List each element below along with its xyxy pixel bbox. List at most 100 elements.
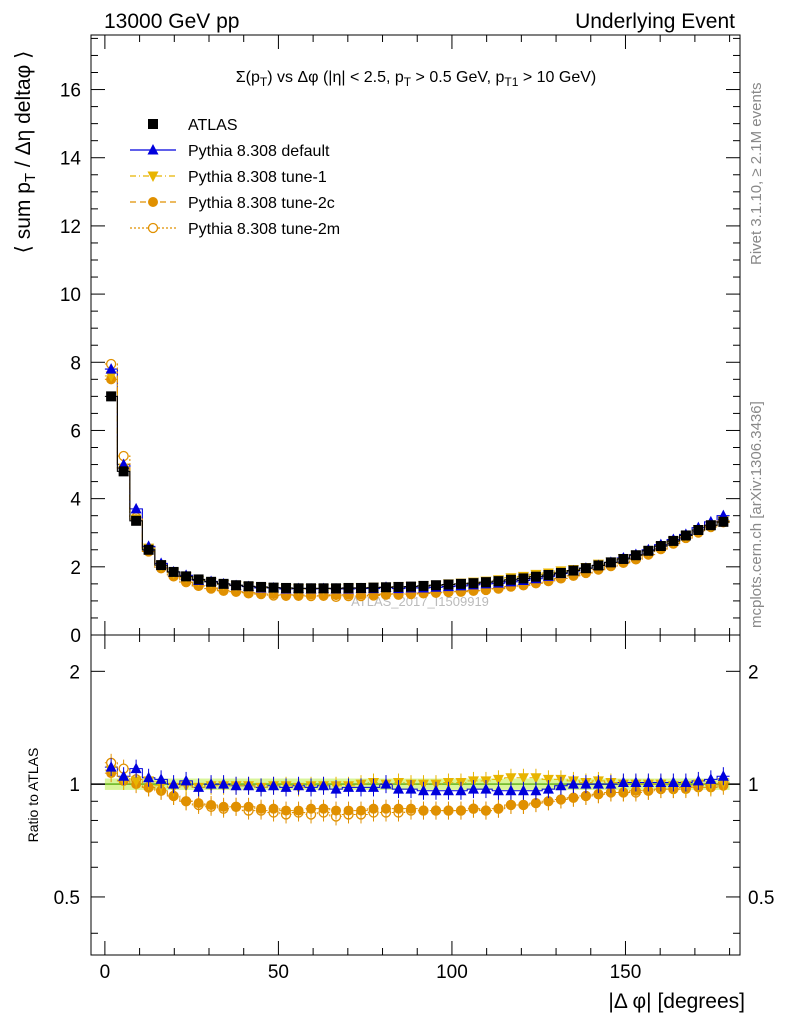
ratio-point <box>555 794 566 805</box>
ratio-point <box>580 790 591 801</box>
ratio-point <box>218 778 230 789</box>
y-tick-label: 0 <box>70 626 81 647</box>
ratio-point <box>442 784 454 796</box>
ratio-point <box>255 781 267 792</box>
ratio-y-tick-label: 1 <box>69 775 80 796</box>
y-tick-label: 14 <box>60 149 82 170</box>
data-point <box>318 583 329 594</box>
data-point <box>356 582 367 593</box>
ratio-point <box>118 770 130 781</box>
ratio-point <box>355 781 367 792</box>
ratio-point <box>542 783 554 794</box>
main-data-series <box>104 358 730 602</box>
data-point <box>693 525 704 535</box>
header-right: Underlying Event <box>575 10 735 33</box>
legend-marker <box>147 171 159 182</box>
data-point <box>418 580 429 591</box>
data-point <box>293 583 304 594</box>
ratio-point <box>318 779 330 791</box>
data-point <box>105 363 117 374</box>
x-tick-label: 150 <box>610 962 642 983</box>
data-point <box>555 567 566 578</box>
ratio-point <box>230 779 242 791</box>
ratio-point <box>655 776 667 788</box>
ratio-point <box>181 796 192 807</box>
data-point <box>130 502 142 514</box>
data-point <box>493 576 504 587</box>
ratio-point <box>530 773 542 784</box>
ratio-point <box>105 761 117 772</box>
data-point <box>630 550 641 561</box>
ratio-point <box>381 803 391 814</box>
ratio-point <box>243 779 255 791</box>
data-point <box>106 391 117 402</box>
ratio-point <box>480 783 492 794</box>
data-point <box>705 520 716 531</box>
ratio-point <box>155 773 167 784</box>
ratio-point <box>331 805 342 816</box>
mcplots-label: mcplots.cern.ch [arXiv:1306.3436] <box>748 401 765 628</box>
ratio-point <box>318 803 329 814</box>
ratio-point <box>455 784 467 796</box>
data-point <box>268 582 279 593</box>
x-tick-label: 50 <box>268 962 289 983</box>
ratio-point <box>617 776 629 788</box>
ratio-y-tick-label: 2 <box>748 662 759 683</box>
data-point <box>605 557 616 568</box>
ratio-point <box>343 805 354 816</box>
data-point <box>143 544 154 555</box>
data-point <box>718 516 729 527</box>
data-point <box>643 545 654 556</box>
ratio-point <box>143 771 155 783</box>
x-axis-label: |Δ φ| [degrees] <box>608 990 745 1013</box>
ratio-point <box>293 805 304 816</box>
data-point <box>306 583 317 594</box>
data-point <box>368 582 379 593</box>
ratio-point <box>281 805 292 816</box>
data-point <box>118 466 129 477</box>
ratio-point <box>630 776 642 788</box>
ratio-point <box>368 803 379 814</box>
ratio-point <box>417 784 429 796</box>
data-point <box>505 574 516 585</box>
y-tick-label: 2 <box>70 558 81 579</box>
ratio-point <box>393 803 404 814</box>
ratio-point <box>468 803 479 814</box>
ratio-point <box>517 773 529 784</box>
ratio-y-tick-label: 1 <box>748 775 759 796</box>
ratio-point <box>280 781 292 792</box>
main-y-axis-label: ⟨ sum pT / Δη deltaφ ⟩ <box>12 51 39 254</box>
y-tick-label: 16 <box>60 81 81 102</box>
ratio-point <box>268 803 279 814</box>
data-point <box>381 582 391 593</box>
ratio-point <box>268 779 280 791</box>
ratio-y-axis-label: Ratio to ATLAS <box>25 748 41 843</box>
ratio-point <box>505 799 516 810</box>
ratio-axis-ticks: 0.5 0.5 1 1 2 2 0 50 100 150 <box>54 635 774 983</box>
ratio-point <box>243 801 254 812</box>
ratio-point <box>356 805 367 816</box>
header-left: 13000 GeV pp <box>104 10 239 33</box>
ratio-point <box>505 784 517 796</box>
data-point <box>580 563 591 574</box>
ratio-point <box>430 805 441 816</box>
ratio-point <box>218 801 229 812</box>
ratio-point <box>592 778 604 789</box>
data-point <box>193 574 204 585</box>
x-tick-label: 100 <box>436 962 468 983</box>
legend-marker <box>147 144 159 155</box>
ratio-point <box>492 784 504 796</box>
ratio-frame <box>90 634 741 956</box>
ratio-point <box>543 796 554 807</box>
y-axis-title: ⟨ sum pT / Δη deltaφ ⟩ <box>12 51 39 254</box>
legend-marker <box>148 119 158 129</box>
ratio-point <box>392 783 404 794</box>
ratio-point <box>256 803 267 814</box>
series-line <box>104 363 730 598</box>
x-tick-label: 0 <box>100 962 111 983</box>
ratio-point <box>530 798 541 809</box>
data-point <box>168 566 179 577</box>
ratio-point <box>368 781 380 792</box>
ratio-point <box>293 779 305 791</box>
